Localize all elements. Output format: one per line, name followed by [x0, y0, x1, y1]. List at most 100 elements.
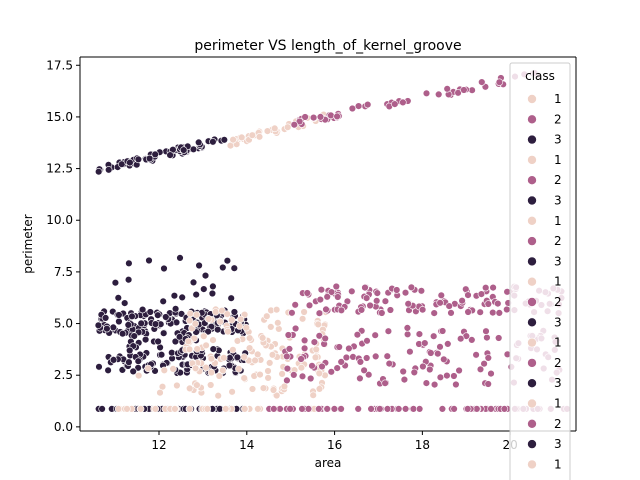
data-point	[263, 127, 272, 135]
data-point	[264, 374, 272, 382]
data-point	[124, 321, 133, 329]
data-point	[404, 300, 412, 308]
y-tick-label: 12.5	[46, 162, 73, 176]
data-point	[290, 120, 298, 129]
data-point	[192, 290, 200, 299]
data-point	[283, 352, 291, 361]
data-point	[229, 136, 237, 144]
data-point	[146, 308, 155, 316]
data-point	[195, 138, 203, 147]
x-tick-label: 14	[239, 438, 254, 452]
legend-marker	[527, 459, 537, 470]
data-point	[422, 379, 431, 387]
legend-label: 3	[554, 194, 562, 208]
x-tick-label: 12	[151, 438, 166, 452]
data-point	[415, 330, 424, 338]
legend-marker	[527, 276, 537, 287]
data-point	[254, 350, 262, 359]
data-point	[472, 351, 480, 359]
data-point	[480, 360, 488, 368]
legend-label: 2	[554, 173, 562, 187]
data-point	[455, 366, 463, 375]
data-point	[317, 286, 326, 294]
data-point	[103, 325, 111, 333]
data-point	[190, 334, 198, 343]
legend-marker	[527, 114, 537, 125]
data-point	[482, 327, 490, 335]
data-point	[177, 310, 186, 318]
data-point	[212, 308, 220, 316]
data-point	[321, 334, 329, 343]
data-point	[406, 348, 414, 356]
data-point	[316, 113, 325, 121]
data-point	[373, 289, 381, 297]
data-point	[395, 405, 403, 413]
data-point	[205, 315, 213, 323]
data-point	[207, 381, 215, 389]
data-point	[267, 323, 275, 331]
data-point	[208, 289, 217, 298]
data-point	[223, 257, 232, 265]
data-point	[477, 290, 486, 298]
data-point	[478, 78, 486, 86]
data-point	[418, 306, 427, 314]
data-point	[298, 405, 306, 413]
data-point	[185, 345, 194, 353]
data-point	[476, 308, 484, 316]
data-point	[468, 336, 476, 344]
data-point	[308, 362, 316, 370]
data-point	[447, 309, 455, 317]
legend-label: 2	[554, 356, 562, 370]
data-point	[310, 338, 319, 346]
chart-title: perimeter VS length_of_kernel_groove	[194, 38, 461, 54]
data-point	[284, 331, 293, 339]
legend-label: 2	[554, 234, 562, 248]
data-point	[109, 356, 118, 364]
data-point	[332, 282, 340, 291]
data-point	[202, 341, 210, 349]
data-point	[482, 284, 490, 292]
data-point	[159, 297, 167, 305]
data-point	[484, 354, 492, 362]
data-point	[242, 324, 251, 332]
data-point	[138, 305, 147, 314]
data-point	[172, 318, 181, 327]
data-point	[238, 133, 246, 142]
data-point	[327, 288, 336, 296]
data-point	[288, 309, 296, 317]
legend-marker	[527, 297, 537, 307]
y-axis-ticks: 0.0 2.5 5.0 7.5 10.0 12.5 15.0 17.5	[46, 58, 80, 434]
data-point	[209, 336, 217, 344]
data-point	[268, 351, 277, 359]
data-point	[333, 364, 341, 372]
data-point	[129, 367, 137, 376]
data-point	[335, 343, 343, 351]
data-point	[301, 113, 309, 121]
data-point	[348, 104, 357, 113]
data-point	[362, 294, 371, 302]
data-point	[417, 287, 426, 295]
data-point	[337, 358, 345, 366]
data-point	[225, 361, 234, 370]
data-point	[399, 98, 407, 107]
data-point	[255, 133, 264, 141]
legend-marker	[527, 337, 537, 348]
data-point	[435, 90, 443, 99]
data-point	[160, 264, 168, 273]
data-point	[235, 365, 243, 373]
data-point	[364, 100, 372, 109]
y-tick-label: 0.0	[54, 420, 73, 434]
data-point	[219, 263, 227, 272]
data-point	[309, 391, 317, 399]
y-tick-label: 17.5	[46, 58, 73, 72]
data-point	[376, 405, 384, 413]
data-point	[407, 283, 416, 291]
data-point	[115, 317, 123, 326]
legend-label: 3	[554, 133, 562, 147]
data-point	[409, 405, 418, 413]
data-point	[224, 327, 232, 336]
data-point	[144, 364, 152, 373]
data-point	[200, 285, 208, 293]
data-point	[258, 334, 267, 342]
data-point	[219, 366, 227, 374]
